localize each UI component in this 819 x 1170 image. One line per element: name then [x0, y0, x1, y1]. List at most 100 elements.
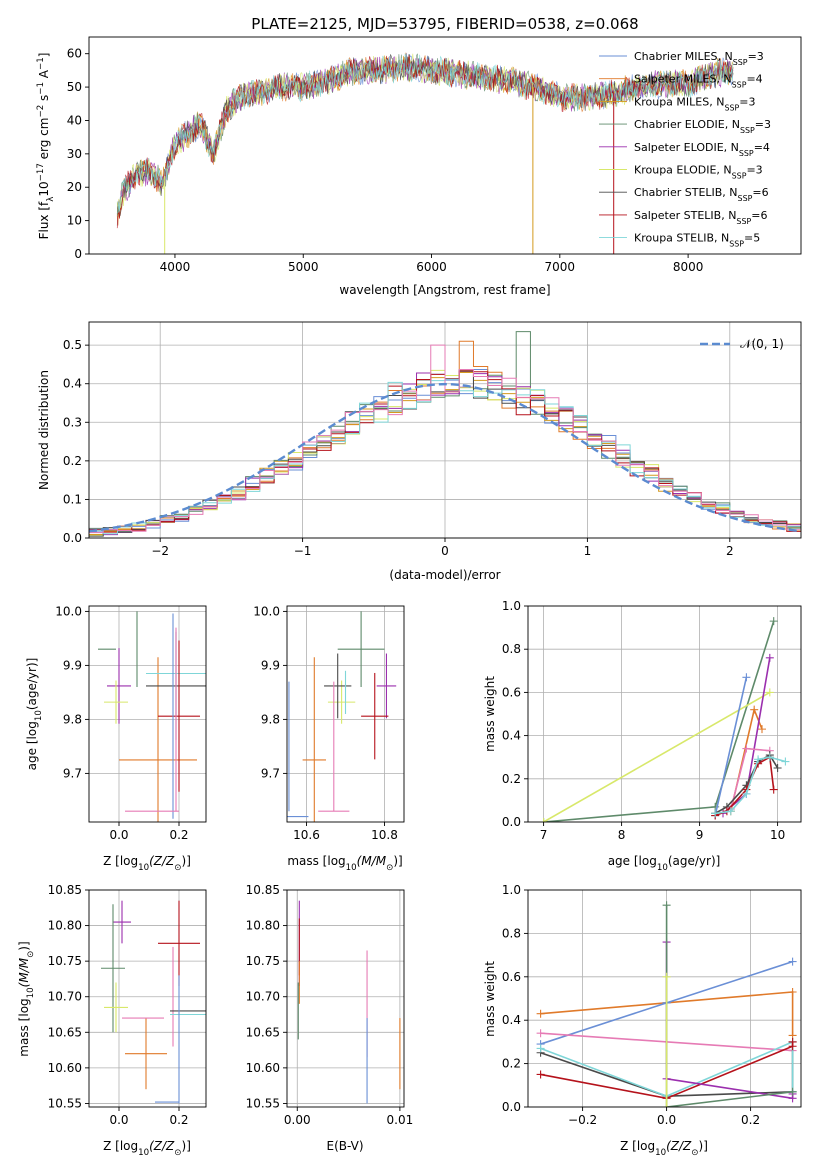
y-tick-label: 10.55 — [246, 1096, 280, 1110]
label-part: λ — [46, 197, 56, 202]
spectrum-line — [116, 53, 734, 216]
x-tick-label: 10.6 — [293, 828, 320, 842]
label-part: (age/yr)] — [25, 658, 39, 710]
label-part: )] — [17, 941, 31, 950]
series-line — [540, 991, 794, 1036]
y-tick-label: 40 — [67, 113, 82, 127]
errorbar-point — [337, 611, 385, 687]
series-marker — [765, 653, 774, 662]
x-tick-label: 8 — [618, 828, 626, 842]
label-part: age [log — [25, 721, 39, 770]
label-part: age [log — [608, 854, 657, 868]
label-part: Chabrier STELIB, N — [634, 186, 738, 199]
label-part: =4 — [754, 141, 770, 154]
y-tick-label: 9.8 — [63, 712, 82, 726]
x-tick-label: 5000 — [288, 260, 319, 274]
x-tick-label: 0.2 — [741, 1113, 760, 1127]
errorbar-point — [158, 900, 200, 987]
chart-z_age: 0.0 0.29.79.89.910.0Z [log10(Z/Z⊙)]age [l… — [25, 604, 207, 873]
label-part: ⊙ — [174, 1148, 181, 1158]
chart-ebv_mass: 0.00 0.01 10.55 10.60 10.65 10.70 10.75 10.80 10… — [246, 883, 414, 1153]
y-axis-label: Normed distribution — [37, 370, 51, 490]
series-line — [714, 677, 748, 816]
y-axis-label: mass weight — [483, 961, 497, 1037]
x-tick-label: 8000 — [673, 260, 704, 274]
x-tick-label: 0.01 — [387, 1113, 414, 1127]
x-axis-label: mass [log10(M/M⊙)] — [287, 854, 402, 873]
y-tick-label: 0.8 — [502, 642, 521, 656]
legend-entry: Chabrier MILES, NSSP=3 — [634, 50, 764, 67]
x-tick-label: 10.8 — [371, 828, 398, 842]
y-tick-label: 0 — [74, 247, 82, 261]
label-part: )] — [182, 1139, 191, 1153]
series-marker — [536, 1044, 545, 1053]
label-part: −1 — [36, 82, 46, 95]
grid — [89, 889, 206, 1107]
legend-entry: 𝒩(0, 1) — [740, 337, 784, 351]
label-part: Kroupa ELODIE, N — [634, 164, 732, 177]
y-tick-label: 10.55 — [48, 1096, 82, 1110]
errorbar-point — [324, 653, 352, 719]
normal-curve — [89, 382, 801, 533]
chart-title: PLATE=2125, MJD=53795, FIBERID=0538, z=0… — [251, 15, 638, 33]
legend-entry: Kroupa STELIB, NSSP=5 — [634, 232, 760, 249]
spectrum-line — [117, 53, 734, 214]
y-tick-label: 10.85 — [246, 883, 280, 897]
series-line — [540, 1040, 794, 1098]
series-marker — [662, 972, 671, 981]
y-tick-label: 0.4 — [502, 1013, 521, 1027]
y-tick-label: 0.0 — [502, 815, 521, 829]
x-tick-label: 9 — [696, 828, 704, 842]
y-tick-label: 10.60 — [246, 1061, 280, 1075]
y-tick-label: 9.9 — [261, 658, 280, 672]
y-axis-label: mass [log10(M/M⊙)] — [17, 941, 36, 1056]
histogram-step — [89, 344, 801, 534]
label-part: =6 — [751, 209, 767, 222]
x-tick-label: 0.00 — [284, 1113, 311, 1127]
y-tick-label: 0.0 — [502, 1100, 521, 1114]
y-axis-label: Flux [fλ10−17 erg cm−2 s−1 A−1] — [36, 53, 56, 240]
y-tick-label: 10.0 — [253, 604, 280, 618]
x-tick-label: 0.2 — [169, 828, 188, 842]
plot-area — [116, 52, 734, 254]
series-marker — [758, 725, 766, 734]
series-marker — [788, 957, 797, 966]
x-tick-label: 0.0 — [109, 828, 128, 842]
grid — [528, 889, 801, 1108]
label-part: =6 — [752, 186, 768, 199]
label-part: −1 — [36, 57, 46, 70]
y-tick-label: 9.9 — [63, 658, 82, 672]
y-tick-label: 10 — [67, 214, 82, 228]
axes-frame — [88, 889, 207, 1108]
plot-area — [287, 611, 397, 822]
series-marker — [662, 1103, 671, 1107]
x-axis-label: Z [log10(Z/Z⊙)] — [620, 1139, 708, 1158]
y-tick-label: 0.5 — [63, 338, 82, 352]
x-tick-label: 0.0 — [109, 1113, 128, 1127]
series-marker — [539, 818, 548, 822]
x-tick-label: −1 — [294, 544, 312, 558]
series-marker — [781, 757, 790, 766]
label-part: Chabrier ELODIE, N — [634, 118, 740, 131]
label-part: 10 — [138, 863, 149, 873]
y-tick-label: 1.0 — [502, 883, 521, 897]
legend-entry: Chabrier STELIB, NSSP=6 — [634, 186, 769, 203]
label-part: 10 — [37, 181, 51, 196]
axes-frame — [286, 605, 405, 823]
x-axis-label: (data-model)/error — [389, 568, 500, 582]
y-tick-label: 1.0 — [502, 599, 521, 613]
y-tick-label: 0.4 — [502, 729, 521, 743]
x-axis-label: Z [log10(Z/Z⊙)] — [103, 854, 191, 873]
y-tick-label: 0.1 — [63, 492, 82, 506]
errorbar-point — [158, 640, 200, 792]
y-tick-label: 50 — [67, 80, 82, 94]
errorbar-point — [113, 900, 131, 944]
errorbar-point — [107, 648, 131, 724]
series-marker — [788, 1037, 797, 1046]
errorbar-point — [104, 982, 128, 1033]
label-part: Z [log — [620, 1139, 655, 1153]
label-part: 10 — [655, 1148, 666, 1158]
label-part: SSP — [739, 148, 754, 157]
label-part: −17 — [36, 163, 46, 181]
